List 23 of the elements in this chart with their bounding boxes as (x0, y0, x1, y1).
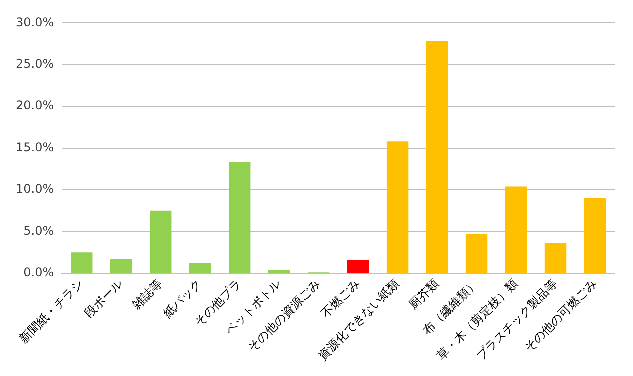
y-tick-label: 20.0% (16, 98, 54, 113)
bar (189, 263, 212, 273)
bar (584, 198, 606, 273)
bar (150, 210, 172, 273)
bar (466, 234, 488, 273)
bar (110, 259, 132, 273)
y-tick-label: 10.0% (16, 182, 54, 196)
y-tick-label: 0.0% (24, 266, 54, 280)
x-tick-label: 段ボール (82, 276, 126, 321)
y-tick-label: 30.0% (16, 15, 54, 30)
y-tick-label: 5.0% (24, 224, 54, 238)
bar (268, 270, 290, 273)
y-tick-label: 15.0% (16, 140, 54, 154)
bar (505, 186, 528, 273)
bar (347, 260, 370, 273)
bar (426, 42, 448, 273)
bar (228, 162, 251, 273)
y-tick-label: 25.0% (16, 57, 54, 72)
bar (71, 252, 93, 273)
x-tick-label: 雑誌等 (130, 276, 166, 312)
bar (386, 142, 409, 273)
x-tick-label: 厨芥類 (406, 276, 442, 312)
bar (544, 243, 567, 273)
